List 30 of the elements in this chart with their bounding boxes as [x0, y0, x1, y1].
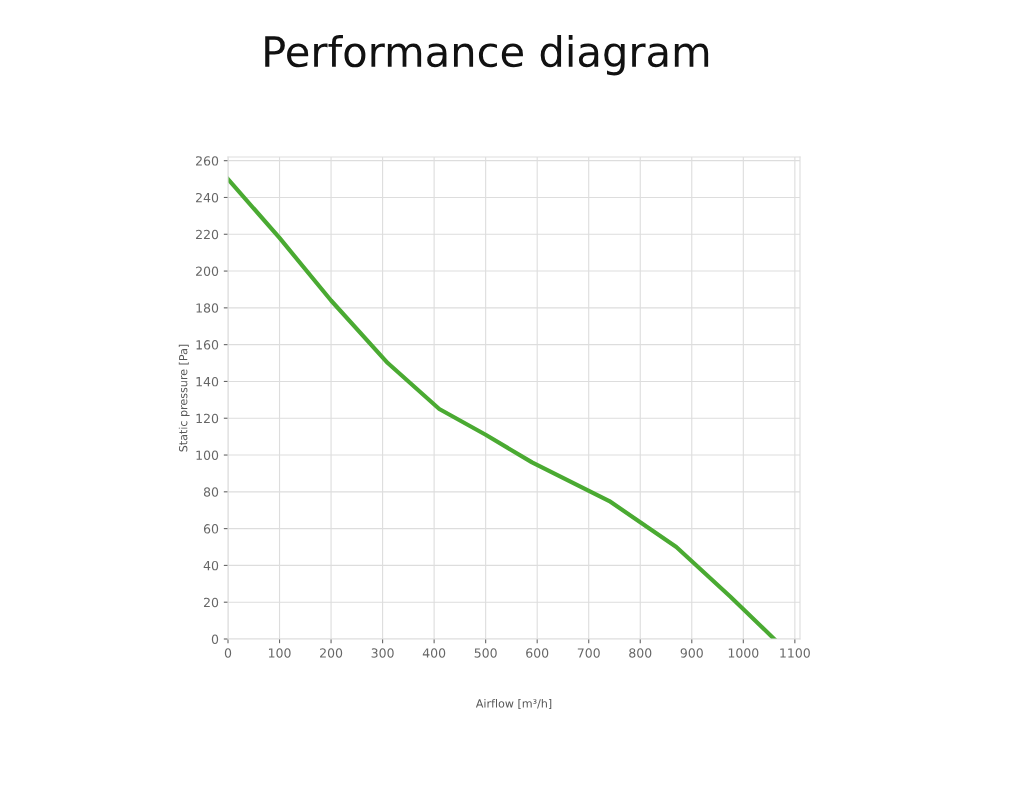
x-tick-label: 100: [268, 648, 291, 658]
y-tick-label: 40: [203, 560, 219, 571]
y-tick-label: 80: [203, 487, 219, 497]
x-tick-label: 1000: [728, 648, 759, 658]
x-axis-title: Airflow [m³/h]: [475, 699, 552, 709]
y-tick-label: 240: [196, 192, 219, 203]
line-series: [228, 176, 777, 639]
chart-title: Performance diagram: [265, 35, 709, 76]
x-tick-label: 900: [680, 648, 703, 658]
y-tick-label: 120: [196, 413, 219, 424]
y-tick-label: 0: [211, 634, 219, 644]
y-tick-label: 260: [196, 156, 219, 166]
y-tick-label: 200: [196, 266, 219, 276]
x-tick-label: 1100: [780, 648, 810, 658]
y-tick-label: 20: [203, 597, 219, 608]
x-tick-label: 300: [371, 648, 394, 658]
x-tick-label: 200: [320, 648, 343, 658]
x-tick-label: 400: [422, 648, 446, 658]
x-tick-label: 0: [224, 648, 232, 658]
y-tick-label: 160: [196, 340, 219, 350]
x-tick-label: 700: [577, 648, 600, 658]
y-tick-label: 60: [203, 524, 219, 534]
x-tick-label: 600: [526, 648, 549, 658]
x-tick-label: 800: [629, 648, 652, 658]
y-tick-label: 180: [196, 303, 219, 313]
y-tick-label: 140: [196, 376, 219, 387]
x-tick-label: 500: [474, 648, 497, 658]
y-tick-label: 220: [196, 229, 219, 240]
y-axis-title: Static pressure [Pa]: [178, 344, 190, 452]
y-tick-label: 100: [196, 450, 219, 460]
